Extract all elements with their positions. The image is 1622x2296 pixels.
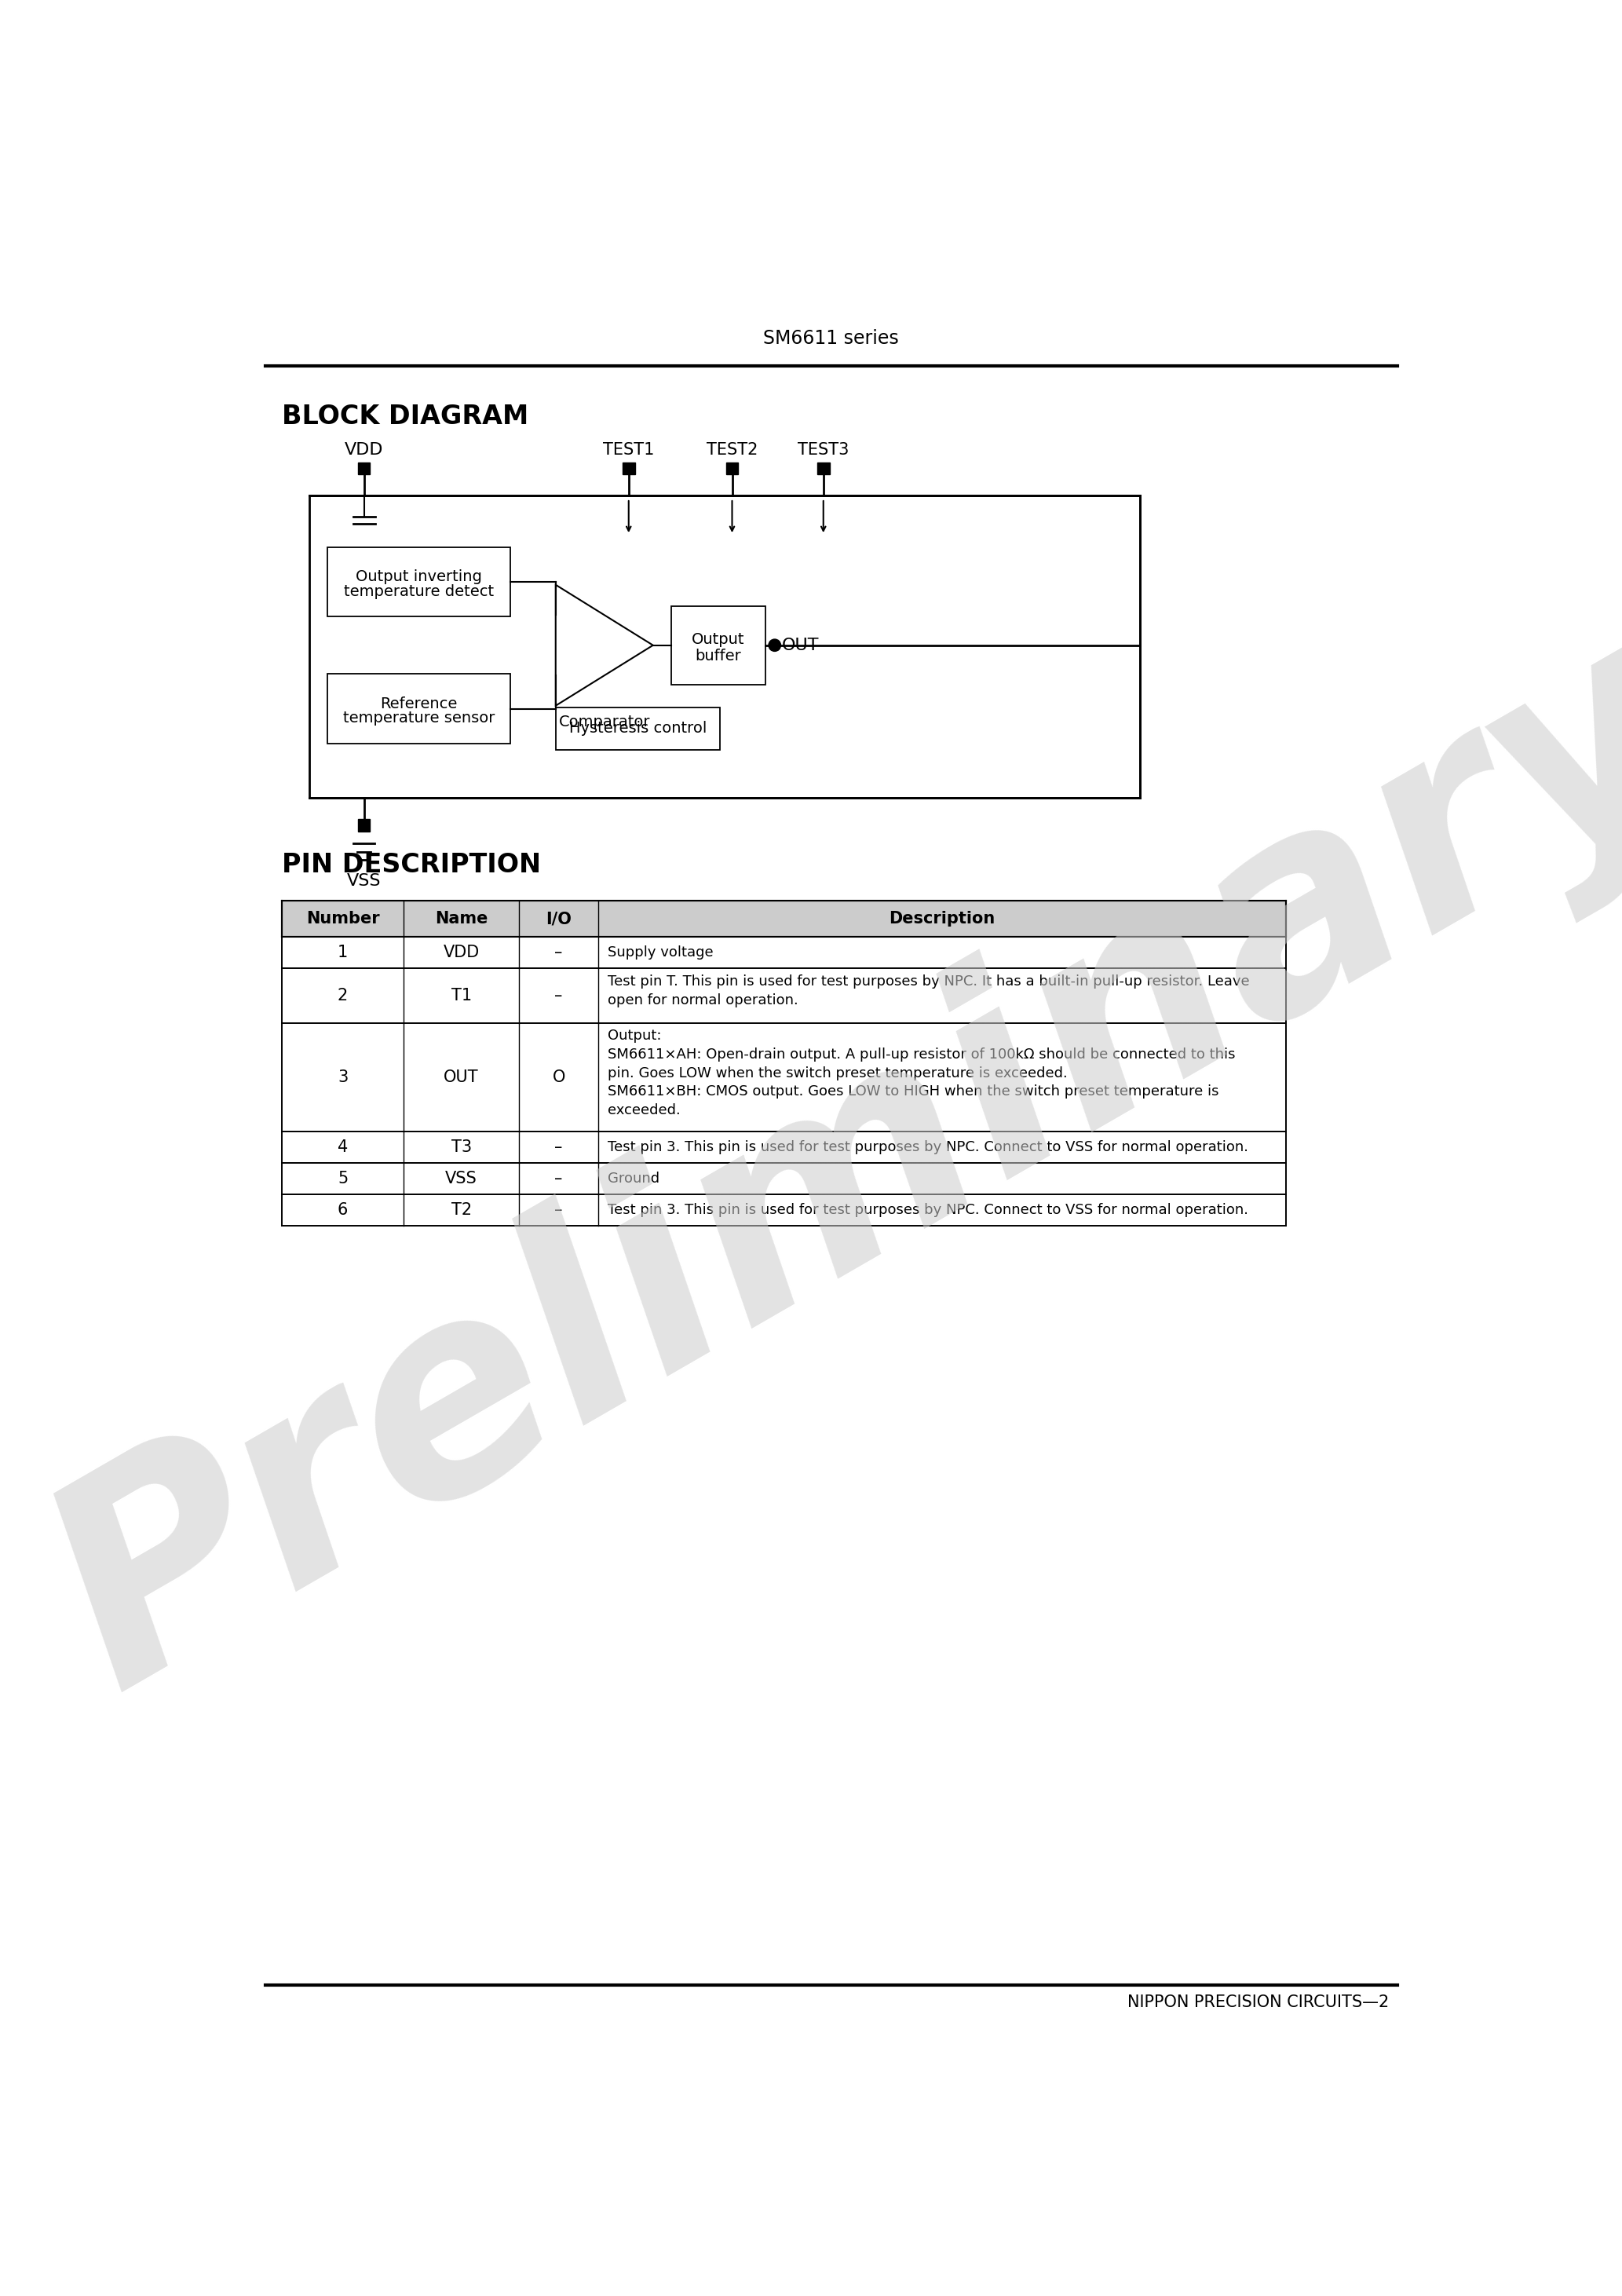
Text: OUT: OUT <box>444 1070 478 1086</box>
Text: O: O <box>551 1070 564 1086</box>
Text: NIPPON PRECISION CIRCUITS—2: NIPPON PRECISION CIRCUITS—2 <box>1127 1995 1388 2011</box>
Bar <box>282 1022 1286 1132</box>
Text: Hysteresis control: Hysteresis control <box>569 721 707 735</box>
Text: BLOCK DIAGRAM: BLOCK DIAGRAM <box>282 404 529 429</box>
Bar <box>282 937 1286 969</box>
Text: TEST3: TEST3 <box>798 443 848 459</box>
Text: T1: T1 <box>451 987 472 1003</box>
Text: Test pin T. This pin is used for test purposes by NPC. It has a built-in pull-up: Test pin T. This pin is used for test pu… <box>607 974 1249 1008</box>
Text: OUT: OUT <box>782 638 819 652</box>
Text: Preliminary: Preliminary <box>8 588 1622 1745</box>
Text: 1: 1 <box>337 946 347 960</box>
Text: temperature detect: temperature detect <box>344 583 493 599</box>
Text: –: – <box>555 1203 563 1219</box>
Text: PIN DESCRIPTION: PIN DESCRIPTION <box>282 852 542 879</box>
Text: –: – <box>555 987 563 1003</box>
Text: T2: T2 <box>451 1203 472 1219</box>
Text: Ground: Ground <box>607 1171 659 1187</box>
Text: –: – <box>555 1171 563 1187</box>
Bar <box>358 461 370 475</box>
Bar <box>623 461 634 475</box>
Text: –: – <box>555 1139 563 1155</box>
Text: Output:
SM6611×AH: Open-drain output. A pull-up resistor of 100kΩ should be conn: Output: SM6611×AH: Open-drain output. A … <box>607 1029 1234 1118</box>
Text: Output inverting: Output inverting <box>355 569 482 585</box>
Text: Name: Name <box>435 912 488 928</box>
Text: 4: 4 <box>337 1139 347 1155</box>
Text: Supply voltage: Supply voltage <box>607 946 714 960</box>
Bar <box>282 900 1286 937</box>
Bar <box>817 461 829 475</box>
Bar <box>727 461 738 475</box>
Text: Number: Number <box>307 912 380 928</box>
Text: Comparator: Comparator <box>558 714 650 730</box>
Bar <box>282 969 1286 1022</box>
Text: VSS: VSS <box>347 872 381 889</box>
Text: –: – <box>555 946 563 960</box>
Bar <box>282 1132 1286 1164</box>
Text: VDD: VDD <box>443 946 480 960</box>
Text: SM6611 series: SM6611 series <box>764 328 899 347</box>
Bar <box>328 675 509 744</box>
Text: I/O: I/O <box>545 912 571 928</box>
Text: VSS: VSS <box>446 1171 477 1187</box>
Bar <box>672 606 766 684</box>
Text: Reference: Reference <box>380 696 457 712</box>
Text: Output: Output <box>693 631 744 647</box>
Text: temperature sensor: temperature sensor <box>342 712 495 726</box>
Text: TEST1: TEST1 <box>603 443 654 459</box>
Text: TEST2: TEST2 <box>707 443 757 459</box>
Text: Test pin 3. This pin is used for test purposes by NPC. Connect to VSS for normal: Test pin 3. This pin is used for test pu… <box>607 1141 1247 1155</box>
Text: buffer: buffer <box>696 650 741 664</box>
Text: Test pin 3. This pin is used for test purposes by NPC. Connect to VSS for normal: Test pin 3. This pin is used for test pu… <box>607 1203 1247 1217</box>
Text: T3: T3 <box>451 1139 472 1155</box>
Text: 6: 6 <box>337 1203 349 1219</box>
Bar <box>282 1164 1286 1194</box>
Circle shape <box>769 638 780 652</box>
Text: VDD: VDD <box>344 443 383 459</box>
Text: 5: 5 <box>337 1171 347 1187</box>
Bar <box>282 1194 1286 1226</box>
Text: Description: Description <box>889 912 996 928</box>
Bar <box>310 496 1140 799</box>
Bar <box>328 546 509 618</box>
Text: 3: 3 <box>337 1070 347 1086</box>
Bar <box>556 707 720 748</box>
Bar <box>358 820 370 831</box>
Text: 2: 2 <box>337 987 347 1003</box>
